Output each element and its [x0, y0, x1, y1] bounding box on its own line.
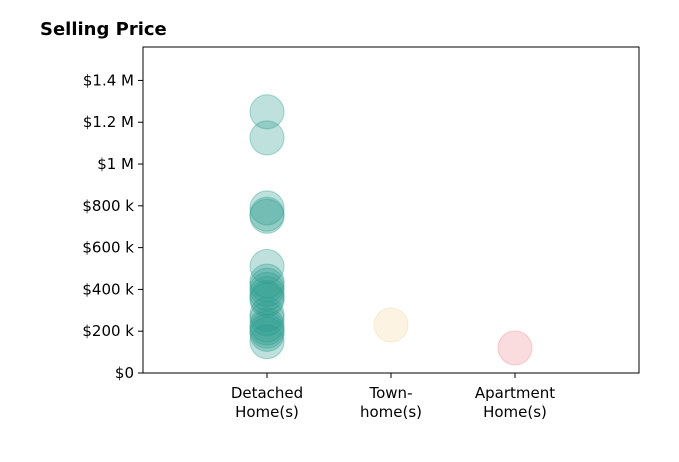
data-point	[249, 263, 285, 299]
data-point	[249, 271, 285, 308]
data-point	[249, 307, 285, 343]
data-point	[249, 301, 285, 337]
x-tick-label: home(s)	[360, 403, 422, 421]
x-tick-label: Home(s)	[483, 403, 547, 421]
chart-title: Selling Price	[40, 19, 167, 40]
data-point	[249, 196, 285, 232]
data-point	[249, 282, 285, 318]
data-point	[249, 198, 285, 234]
x-tick-label: Detached	[231, 384, 303, 402]
data-point	[249, 248, 285, 285]
x-tick-label: Apartment	[475, 384, 555, 402]
data-point	[249, 324, 285, 360]
data-point	[249, 296, 285, 333]
data-point	[249, 275, 285, 312]
y-tick-label: $600 k	[82, 239, 134, 257]
data-point	[249, 120, 285, 156]
data-point	[249, 316, 285, 352]
y-axis: $0 $200 k $400 k $600 k $800 k $1 M $1.2 M $1.4…	[82, 71, 143, 382]
data-point	[373, 307, 409, 343]
x-tick-label: Town-	[369, 384, 413, 402]
y-tick-label: $1.4 M	[83, 71, 134, 89]
x-tick-label: Home(s)	[235, 403, 299, 421]
y-tick-label: $0	[115, 364, 134, 382]
data-point	[249, 94, 285, 130]
data-point	[249, 313, 285, 349]
y-tick-label: $400 k	[82, 280, 134, 298]
data-point	[497, 330, 533, 366]
x-axis: DetachedHome(s)Town-home(s)ApartmentHome…	[231, 373, 555, 421]
data-point	[249, 267, 285, 303]
data-point	[249, 310, 285, 346]
y-tick-label: $1.2 M	[83, 113, 134, 131]
data-point	[249, 280, 285, 316]
y-tick-label: $800 k	[82, 197, 134, 215]
y-tick-label: $200 k	[82, 322, 134, 340]
data-point	[249, 190, 285, 226]
y-tick-label: $1 M	[97, 155, 134, 173]
data-points	[249, 94, 533, 366]
